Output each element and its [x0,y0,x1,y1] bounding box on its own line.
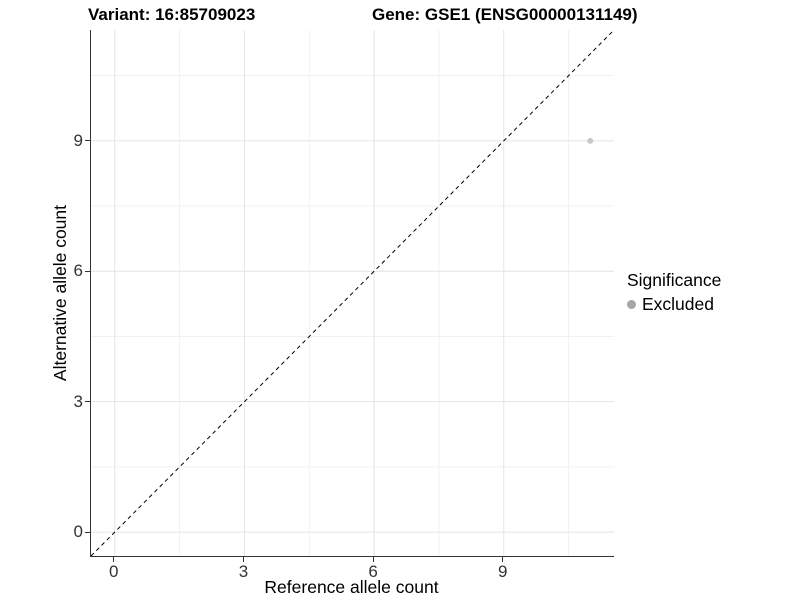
plot-title-variant: Variant: 16:85709023 [88,5,256,24]
y-tick-label: 9 [73,130,83,150]
identity-line [91,30,614,556]
y-tick-label: 6 [73,261,83,281]
x-tick-mark [502,557,504,562]
y-tick-mark [85,401,90,403]
x-tick-label: 0 [109,562,119,581]
legend: Significance Excluded [627,270,721,315]
x-tick-mark [242,557,244,562]
x-tick-label: 6 [368,562,378,581]
x-tick-label: 9 [498,562,508,581]
y-tick-label: 3 [73,391,83,411]
y-tick-mark [85,531,90,533]
excluded-point-icon [627,300,636,309]
y-axis-title: Alternative allele count [49,204,70,382]
data-point-excluded [587,137,594,144]
y-tick-label: 0 [73,522,83,542]
x-axis-title: Reference allele count [264,577,439,597]
x-tick-mark [113,557,115,562]
legend-item-excluded: Excluded [627,294,721,315]
legend-title: Significance [627,270,722,290]
y-tick-mark [85,270,90,272]
x-tick-mark [372,557,374,562]
y-tick-mark [85,140,90,142]
plot-panel [90,30,614,557]
x-tick-label: 3 [238,562,249,581]
legend-item-label: Excluded [642,294,714,314]
plot-canvas [91,30,614,556]
plot-title-gene: Gene: GSE1 (ENSG00000131149) [372,5,638,24]
y-axis-title-wrap: Alternative allele count [48,30,72,556]
